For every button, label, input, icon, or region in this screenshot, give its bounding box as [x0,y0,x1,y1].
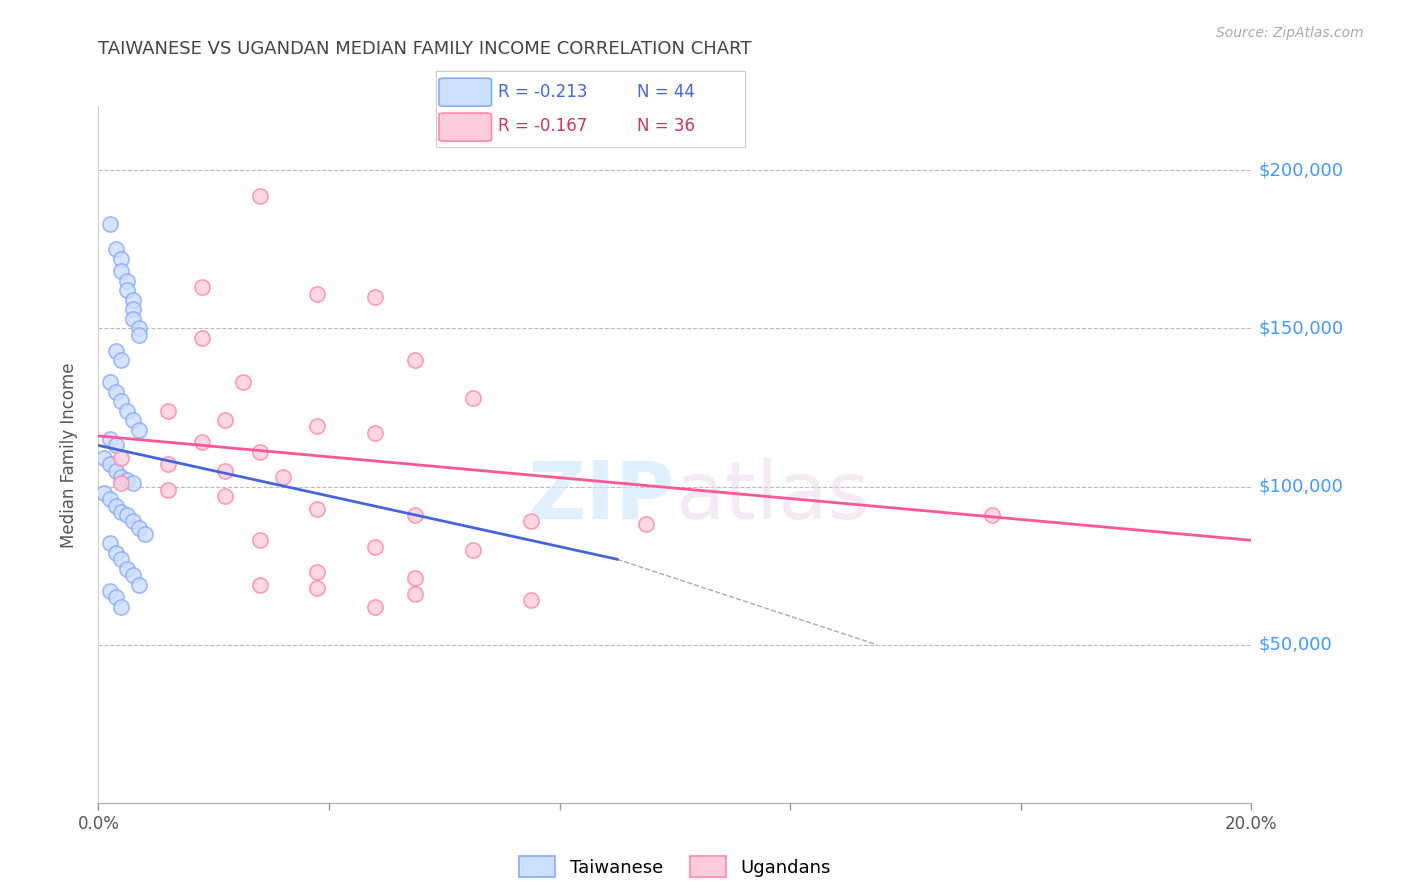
Point [110,476,132,491]
Text: TAIWANESE VS UGANDAN MEDIAN FAMILY INCOME CORRELATION CHART: TAIWANESE VS UGANDAN MEDIAN FAMILY INCOM… [98,40,752,58]
Point [214,489,236,503]
Point [405,587,427,601]
Point [117,473,138,487]
Point [128,577,150,591]
Text: R = -0.213: R = -0.213 [498,83,588,101]
Point [231,375,254,389]
Point [307,581,329,595]
Legend: Taiwanese, Ugandans: Taiwanese, Ugandans [512,849,838,884]
Point [307,419,329,434]
Point [104,499,127,513]
Point [117,562,138,576]
Point [981,508,1004,522]
Point [364,599,387,614]
Point [122,302,145,317]
Point [98,492,121,507]
Point [128,327,150,342]
Point [98,458,121,472]
Point [104,243,127,257]
Point [104,464,127,478]
Point [93,451,115,466]
Point [364,290,387,304]
Point [117,403,138,417]
Point [98,536,121,550]
Point [98,375,121,389]
Point [110,470,132,484]
Point [128,423,150,437]
Text: atlas: atlas [675,458,869,536]
Point [405,571,427,585]
Point [93,486,115,500]
Text: $100,000: $100,000 [1258,477,1343,496]
Point [104,546,127,560]
Point [117,274,138,288]
Point [122,514,145,528]
Point [214,464,236,478]
Point [110,394,132,409]
Point [636,517,658,532]
FancyBboxPatch shape [439,113,492,141]
Point [249,444,271,458]
Point [520,593,543,607]
Point [122,312,145,326]
Point [98,432,121,446]
Point [249,577,271,591]
Point [110,264,132,278]
Point [122,293,145,307]
Point [249,188,271,202]
Point [364,425,387,440]
Point [271,470,294,484]
Point [122,568,145,582]
Y-axis label: Median Family Income: Median Family Income [59,362,77,548]
Point [156,483,179,497]
Point [405,353,427,368]
Point [128,521,150,535]
Text: Source: ZipAtlas.com: Source: ZipAtlas.com [1216,26,1364,40]
Point [110,353,132,368]
Point [364,540,387,554]
Text: N = 44: N = 44 [637,83,695,101]
Point [122,476,145,491]
Text: $50,000: $50,000 [1258,636,1331,654]
FancyBboxPatch shape [439,78,492,106]
Point [191,331,214,345]
Point [461,391,484,405]
Point [128,321,150,335]
Point [191,280,214,294]
Point [110,451,132,466]
Point [307,501,329,516]
Point [134,527,156,541]
Point [191,435,214,450]
Point [117,508,138,522]
Point [249,533,271,548]
Point [104,591,127,605]
Point [104,384,127,399]
Point [98,583,121,598]
Text: N = 36: N = 36 [637,118,695,136]
Point [156,458,179,472]
Point [214,413,236,427]
Text: R = -0.167: R = -0.167 [498,118,586,136]
Point [110,599,132,614]
Text: $200,000: $200,000 [1258,161,1343,179]
Point [405,508,427,522]
Point [307,565,329,579]
Point [110,552,132,566]
Point [110,505,132,519]
Text: $150,000: $150,000 [1258,319,1344,337]
Point [117,284,138,298]
Point [156,403,179,417]
Text: ZIP: ZIP [527,458,675,536]
Point [98,217,121,231]
Point [104,438,127,452]
Point [122,413,145,427]
Point [104,343,127,358]
Point [520,514,543,528]
Point [110,252,132,266]
Point [461,542,484,557]
Point [307,286,329,301]
